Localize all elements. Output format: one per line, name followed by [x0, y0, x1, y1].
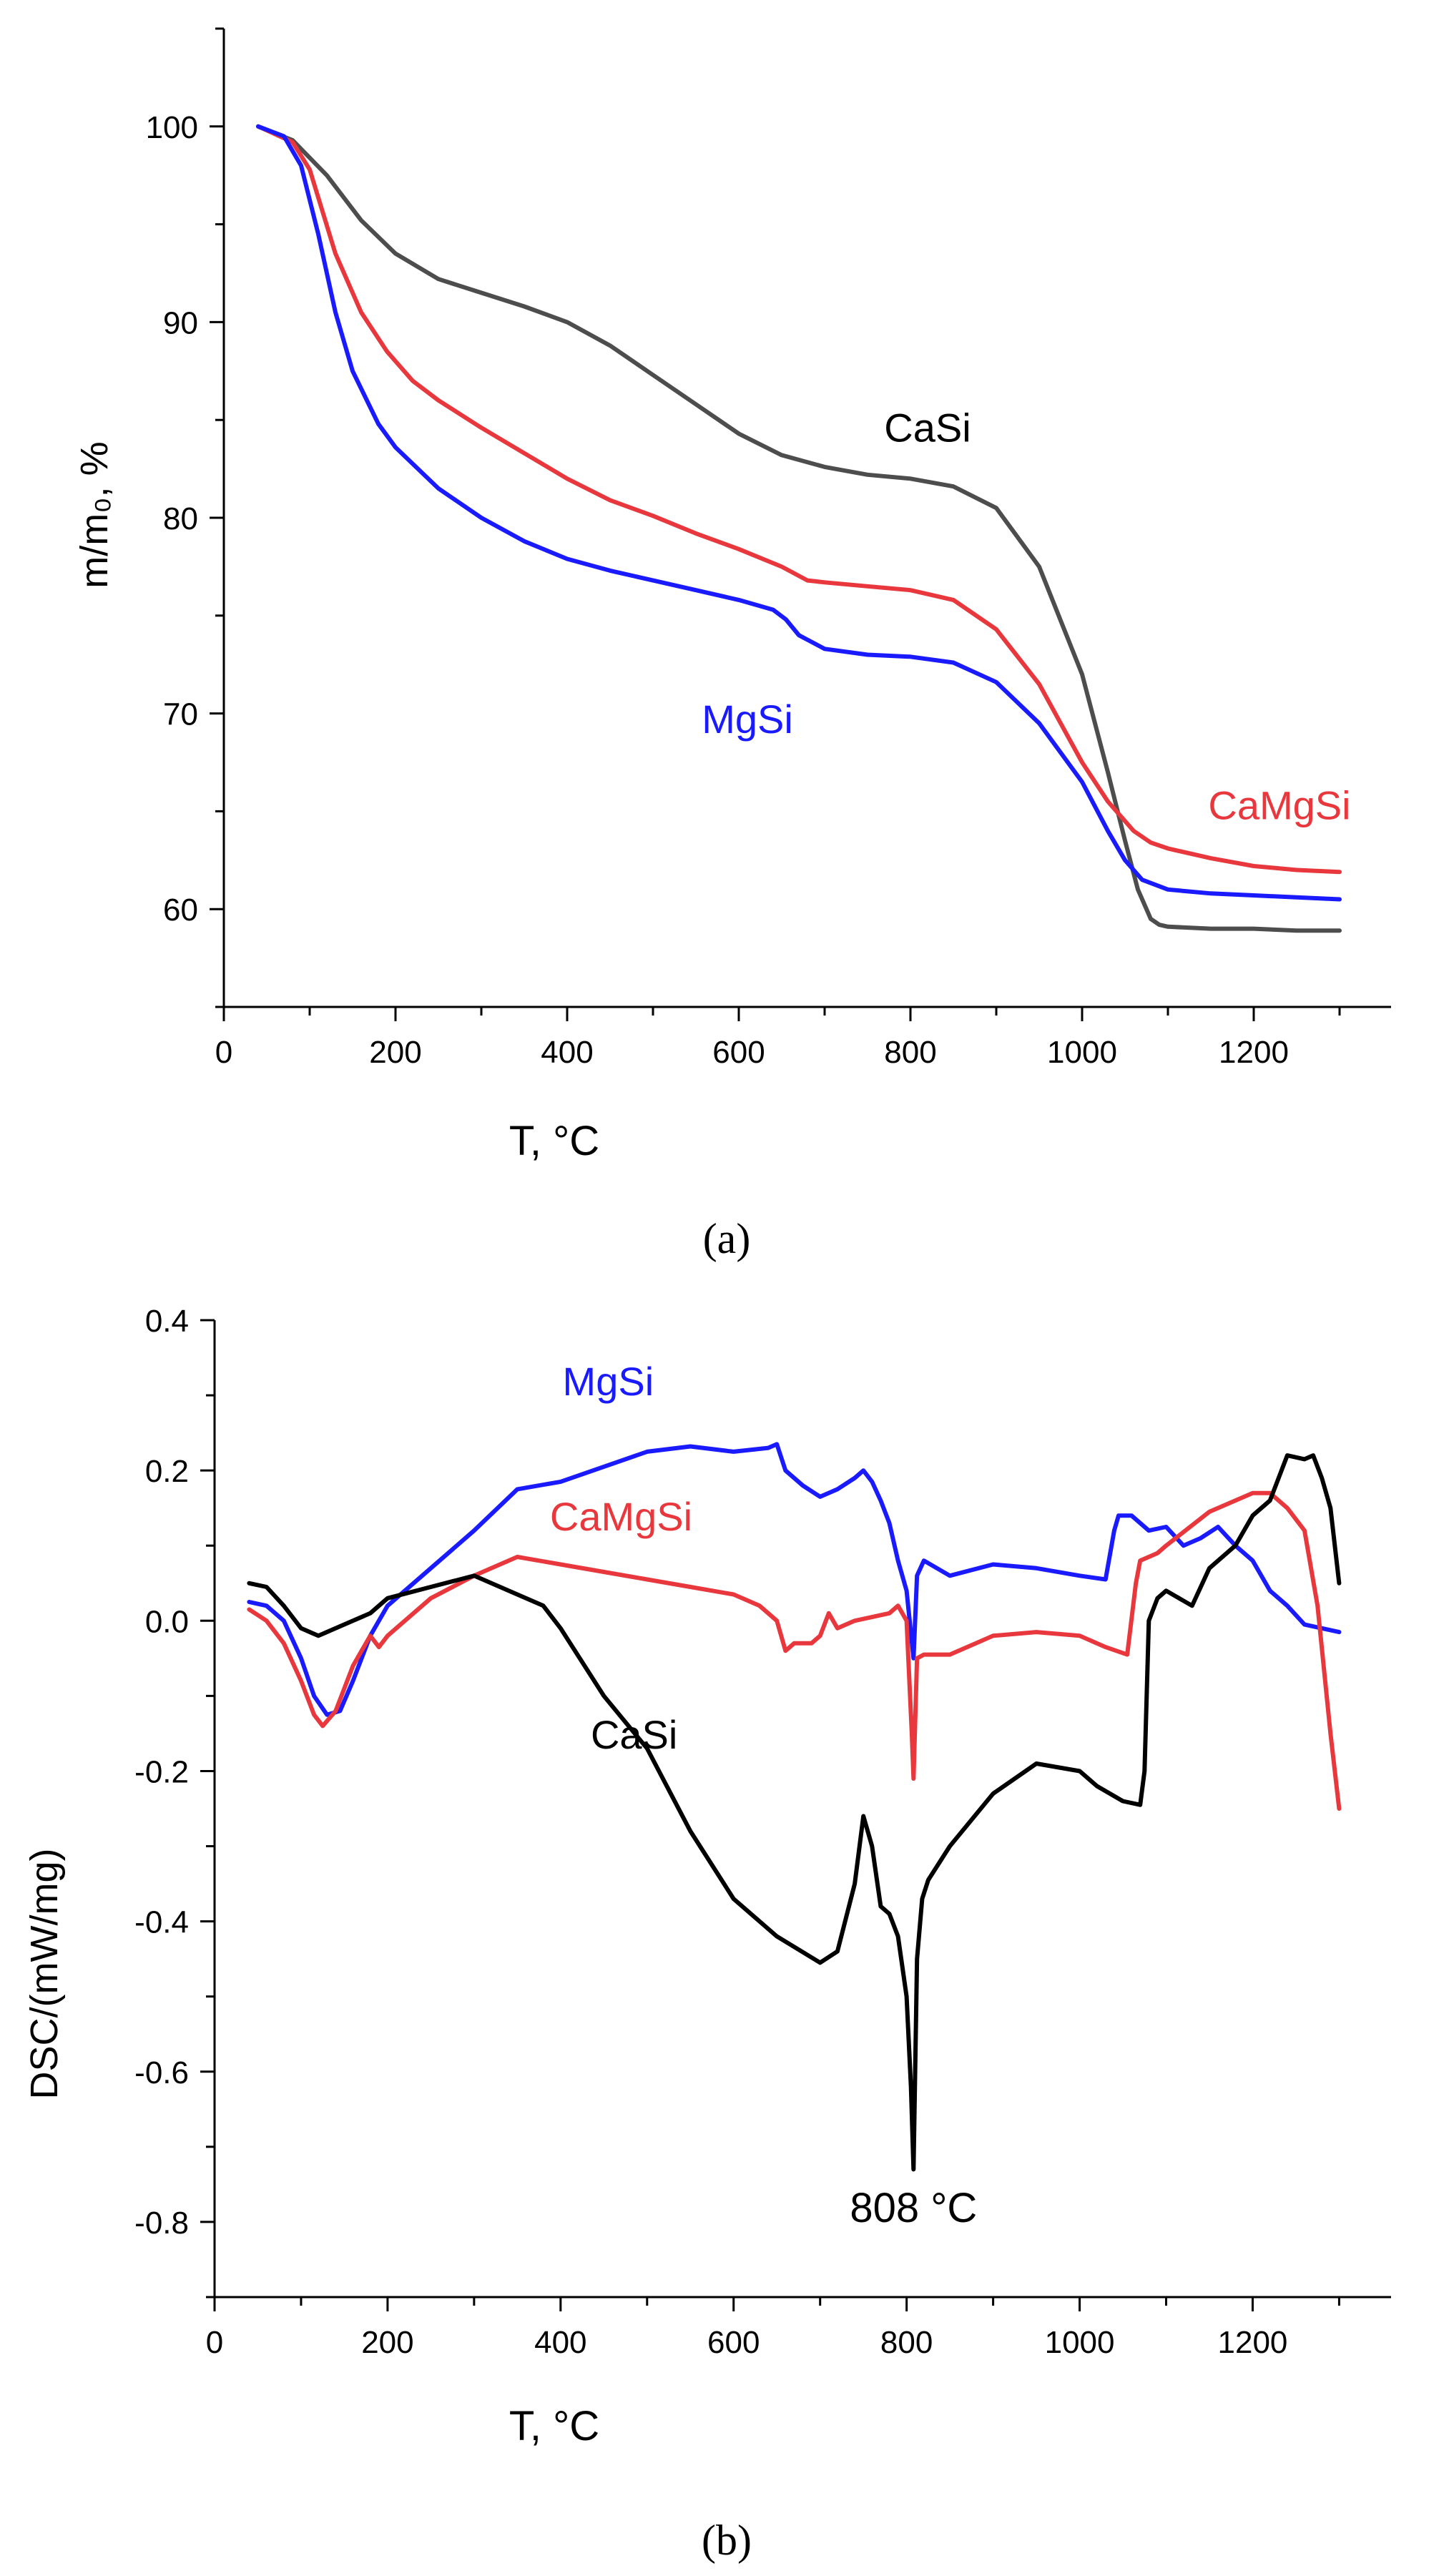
- dsc-series-camgsi: [247, 1490, 1342, 1811]
- tga-x-tick-label: 1200: [1219, 1035, 1289, 1070]
- tga-series-camgsi: [256, 124, 1342, 875]
- tga-series-casi: [256, 124, 1342, 933]
- tga-chart: 0 200 400 600 800 1000 1200 60 70 80 90 100 CaSi CaM…: [73, 27, 1391, 1262]
- dsc-y-tick-label: -0.2: [134, 1754, 189, 1789]
- tga-ticks: [210, 27, 1341, 1021]
- tga-x-tick-label: 800: [884, 1035, 936, 1070]
- panel-label-b: (b): [702, 2517, 752, 2564]
- tga-y-axis-label: m/m₀, %: [73, 441, 116, 588]
- dsc-x-tick-label: 0: [206, 2325, 223, 2360]
- dsc-x-tick-label: 1200: [1218, 2325, 1288, 2360]
- dsc-y-tick-label: 0.2: [145, 1454, 189, 1489]
- tga-series-mgsi: [256, 124, 1342, 902]
- tga-y-tick-label: 90: [163, 305, 198, 340]
- tga-y-tick-label: 70: [163, 697, 198, 732]
- dsc-annotation-camgsi: CaMgSi: [550, 1494, 692, 1539]
- tga-x-tick-label: 1000: [1047, 1035, 1117, 1070]
- tga-x-tick-label: 600: [712, 1035, 765, 1070]
- dsc-y-tick-label: -0.6: [134, 2055, 189, 2090]
- dsc-x-tick-label: 1000: [1045, 2325, 1115, 2360]
- dsc-x-tick-label: 400: [534, 2325, 586, 2360]
- tga-x-tick-label: 400: [541, 1035, 593, 1070]
- dsc-annotation-mgsi: MgSi: [563, 1359, 654, 1404]
- tga-y-tick-label: 100: [146, 110, 198, 145]
- dsc-annotation-casi: CaSi: [591, 1712, 677, 1757]
- tga-annotation-mgsi: MgSi: [702, 697, 793, 742]
- tga-y-tick-label: 60: [163, 893, 198, 928]
- dsc-series: [247, 1442, 1342, 2172]
- dsc-x-tick-label: 800: [880, 2325, 933, 2360]
- dsc-y-tick-label: 0.4: [145, 1304, 189, 1339]
- dsc-series-casi: [247, 1453, 1342, 2172]
- dsc-x-tick-label: 600: [707, 2325, 760, 2360]
- dsc-x-tick-label: 200: [361, 2325, 413, 2360]
- dsc-y-tick-label: 0.0: [145, 1604, 189, 1639]
- dsc-y-tick-label: -0.4: [134, 1905, 189, 1940]
- tga-annotation-casi: CaSi: [884, 405, 971, 450]
- tga-annotation-camgsi: CaMgSi: [1208, 782, 1350, 827]
- dsc-y-axis-label: DSC/(mW/mg): [23, 1849, 66, 2100]
- tga-x-axis-label: T, °C: [509, 1118, 599, 1164]
- dsc-annotations: MgSi CaMgSi CaSi 808 °C: [550, 1359, 977, 2231]
- dsc-chart: 0 200 400 600 800 1000 1200 -0.8 -0.6 -0.4 -0.2 0.0…: [23, 1304, 1391, 2564]
- panel-label-a: (a): [703, 1215, 751, 1262]
- tga-tick-labels: 0 200 400 600 800 1000 1200 60 70 80 90 100: [146, 110, 1289, 1070]
- tga-x-tick-label: 0: [215, 1035, 232, 1070]
- tga-annotations: CaSi CaMgSi MgSi: [702, 405, 1350, 827]
- tga-series: [256, 124, 1342, 933]
- dsc-y-tick-label: -0.8: [134, 2206, 189, 2241]
- tga-x-tick-label: 200: [369, 1035, 421, 1070]
- dsc-x-axis-label: T, °C: [509, 2403, 599, 2449]
- tga-y-tick-label: 80: [163, 501, 198, 536]
- dsc-annotation-808-c: 808 °C: [850, 2185, 977, 2231]
- dsc-series-mgsi: [247, 1442, 1342, 1717]
- dsc-ticks: [200, 1319, 1340, 2311]
- dsc-tick-labels: 0 200 400 600 800 1000 1200 -0.8 -0.6 -0.4 -0.2 0.0…: [134, 1304, 1287, 2360]
